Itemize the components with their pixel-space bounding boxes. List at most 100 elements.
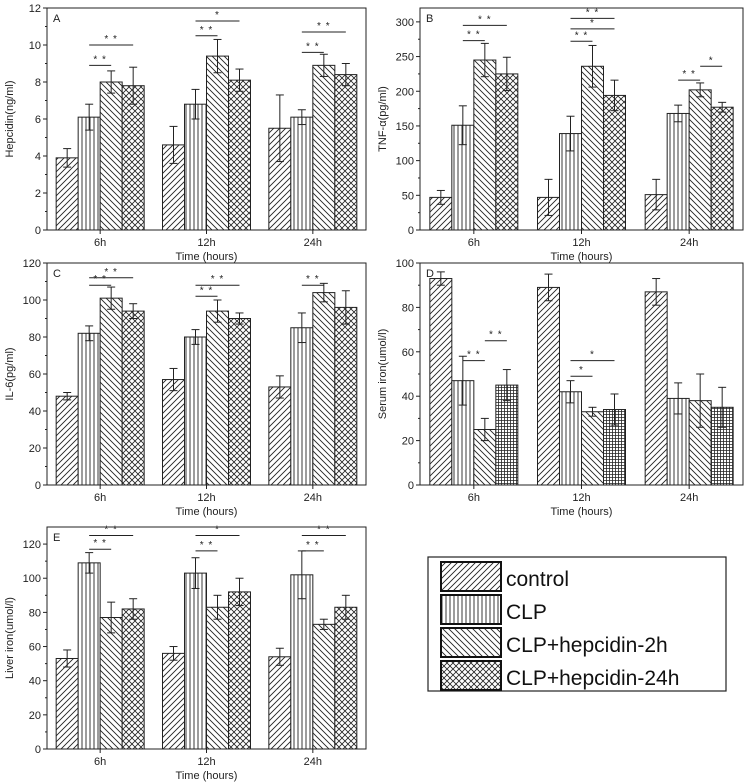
bar-clp-hepcidin-24h-b bbox=[603, 94, 626, 231]
bar-clp-hepcidin-2h-a bbox=[312, 64, 336, 231]
significance-mark-e: * * bbox=[93, 538, 107, 549]
bar-clp-d bbox=[559, 391, 582, 486]
x-axis-label-a: Time (hours) bbox=[176, 251, 238, 263]
bar-clp-a bbox=[77, 116, 101, 231]
y-axis-label-d: Serum iron(umol/l) bbox=[377, 329, 389, 419]
y-tick-label-d: 60 bbox=[402, 347, 414, 359]
bar-clp-hepcidin-24h-a bbox=[334, 74, 358, 231]
x-tick-label-b: 24h bbox=[680, 237, 698, 249]
bar-clp-hepcidin-24h-e bbox=[334, 606, 358, 750]
y-tick-label-e: 40 bbox=[29, 676, 41, 688]
bar-clp-hepcidin-24h-e bbox=[121, 608, 145, 750]
y-tick-label-a: 0 bbox=[35, 225, 41, 237]
bar-control-d bbox=[537, 286, 560, 486]
bar-clp-hepcidin-2h-c bbox=[206, 310, 229, 486]
bar-clp-e bbox=[184, 572, 207, 750]
bar-clp-hepcidin-24h-c bbox=[121, 310, 145, 486]
bar-clp-a bbox=[290, 116, 314, 231]
legend-entry-hepcidin-2h: CLP+hepcidin-2h bbox=[440, 627, 668, 658]
y-tick-label-e: 80 bbox=[29, 607, 41, 619]
x-axis-label-b: Time (hours) bbox=[551, 251, 613, 263]
y-tick-label-e: 20 bbox=[29, 710, 41, 722]
significance-mark-b: * * bbox=[682, 69, 696, 80]
y-tick-label-d: 40 bbox=[402, 391, 414, 403]
y-tick-label-a: 10 bbox=[29, 40, 41, 52]
significance-mark-a: * * bbox=[200, 25, 214, 36]
significance-mark-e: * * bbox=[104, 525, 118, 536]
y-tick-label-e: 0 bbox=[35, 744, 41, 756]
x-axis-label-d: Time (hours) bbox=[551, 506, 613, 518]
bar-clp-c bbox=[290, 327, 314, 486]
legend-entry-control: control bbox=[440, 561, 569, 592]
bar-control-c bbox=[268, 386, 292, 486]
y-tick-label-c: 120 bbox=[23, 258, 41, 270]
significance-mark-c: * * bbox=[200, 285, 214, 296]
significance-mark-d: * bbox=[579, 365, 584, 376]
bar-control-c bbox=[162, 379, 185, 486]
bar-control-e bbox=[162, 652, 185, 750]
bar-clp-hepcidin-24h-e bbox=[228, 591, 251, 750]
y-tick-label-a: 12 bbox=[29, 3, 41, 15]
y-tick-label-e: 120 bbox=[23, 539, 41, 551]
y-axis-label-a: Hepcidin(ng/ml) bbox=[4, 80, 16, 157]
legend-entry-hepcidin-24h: CLP+hepcidin-24h bbox=[440, 660, 679, 691]
bar-clp-b bbox=[666, 112, 690, 231]
bar-clp-a bbox=[184, 103, 207, 231]
y-tick-label-a: 8 bbox=[35, 77, 41, 89]
legend-swatch-clp bbox=[440, 594, 502, 625]
significance-mark-b: * * bbox=[478, 14, 492, 25]
y-tick-label-b: 100 bbox=[396, 156, 414, 168]
legend-label-hepcidin-2h: CLP+hepcidin-2h bbox=[506, 634, 668, 657]
significance-mark-c: * * bbox=[306, 274, 320, 285]
bar-control-e bbox=[55, 657, 79, 750]
bar-clp-hepcidin-2h-c bbox=[99, 297, 123, 486]
y-tick-label-b: 50 bbox=[402, 190, 414, 202]
y-tick-label-d: 0 bbox=[408, 480, 414, 492]
panel-letter-e: E bbox=[53, 532, 60, 544]
legend-entry-clp: CLP bbox=[440, 594, 547, 625]
legend-label-hepcidin-24h: CLP+hepcidin-24h bbox=[506, 667, 679, 690]
significance-mark-a: * * bbox=[93, 54, 107, 65]
bar-clp-hepcidin-2h-b bbox=[581, 65, 604, 231]
x-tick-label-d: 12h bbox=[572, 492, 590, 504]
x-tick-label-a: 24h bbox=[304, 237, 322, 249]
x-tick-label-a: 6h bbox=[94, 237, 106, 249]
y-tick-label-a: 4 bbox=[35, 151, 41, 163]
y-tick-label-c: 60 bbox=[29, 369, 41, 381]
x-tick-label-c: 24h bbox=[304, 492, 322, 504]
bar-clp-hepcidin-2h-c bbox=[312, 292, 336, 486]
bar-clp-e bbox=[290, 574, 314, 750]
y-tick-label-b: 200 bbox=[396, 86, 414, 98]
bar-control-c bbox=[55, 395, 79, 486]
bar-clp-hepcidin-2h-e bbox=[312, 623, 336, 750]
bar-control-e bbox=[268, 656, 292, 750]
legend: control CLP CLP+hepcidin-2h CLP+hepcidin… bbox=[427, 556, 727, 692]
bar-clp-hepcidin-2h-e bbox=[99, 617, 123, 750]
legend-label-clp: CLP bbox=[506, 601, 547, 624]
x-axis-label-e: Time (hours) bbox=[176, 770, 238, 782]
bar-clp-c bbox=[77, 332, 101, 486]
bar-clp-c bbox=[184, 336, 207, 486]
y-tick-label-c: 0 bbox=[35, 480, 41, 492]
significance-mark-c: * * bbox=[104, 267, 118, 278]
bar-clp-hepcidin-24h-b bbox=[710, 106, 734, 231]
y-tick-label-c: 100 bbox=[23, 295, 41, 307]
bar-clp-hepcidin-2h-e bbox=[206, 606, 229, 750]
y-tick-label-b: 150 bbox=[396, 121, 414, 133]
panel-letter-c: C bbox=[53, 268, 61, 280]
bar-clp-hepcidin-24h-c bbox=[228, 318, 251, 486]
bar-clp-hepcidin-2h-b bbox=[688, 89, 712, 231]
x-tick-label-d: 6h bbox=[468, 492, 480, 504]
bar-clp-hepcidin-24h-a bbox=[121, 85, 145, 231]
x-tick-label-e: 6h bbox=[94, 756, 106, 768]
significance-mark-b: * * bbox=[467, 30, 481, 41]
significance-mark-d: * * bbox=[489, 330, 503, 341]
bar-clp-hepcidin-24h-a bbox=[228, 79, 251, 231]
y-tick-label-d: 80 bbox=[402, 302, 414, 314]
y-tick-label-c: 20 bbox=[29, 443, 41, 455]
legend-swatch-hepcidin-24h bbox=[440, 660, 502, 691]
bar-control-d bbox=[429, 278, 453, 486]
